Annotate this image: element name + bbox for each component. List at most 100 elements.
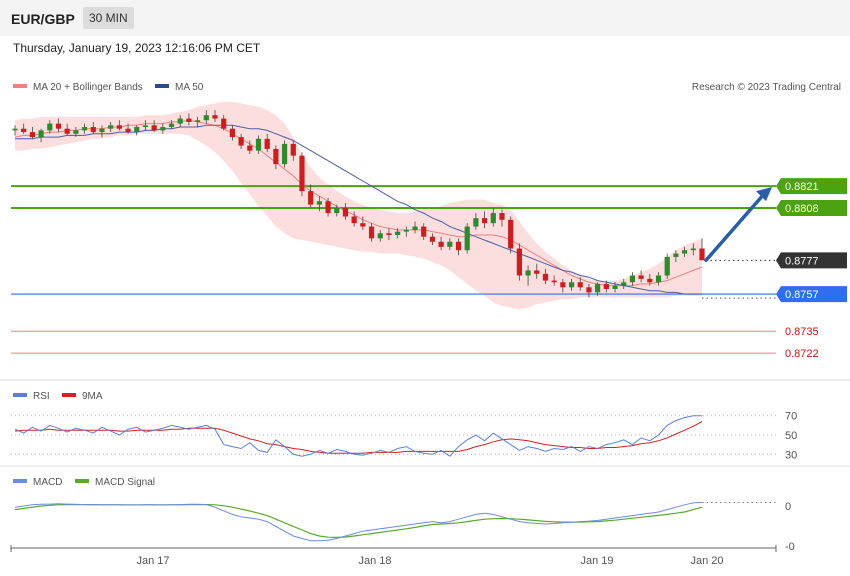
candle bbox=[168, 120, 175, 129]
candle-body bbox=[255, 138, 262, 151]
candle bbox=[342, 202, 349, 220]
candle-body bbox=[221, 118, 227, 129]
candle-body bbox=[560, 282, 566, 288]
candle bbox=[264, 133, 270, 153]
candle-body bbox=[90, 127, 96, 133]
candle-body bbox=[586, 287, 592, 293]
legend-rsi: RSI bbox=[33, 391, 50, 402]
candle bbox=[473, 213, 479, 230]
candle-body bbox=[81, 127, 88, 131]
candle bbox=[682, 246, 688, 257]
candle-body bbox=[99, 128, 105, 133]
candle-body bbox=[160, 127, 166, 131]
candle-body bbox=[29, 132, 35, 138]
macd-line bbox=[14, 501, 703, 542]
forecast-arrow-head bbox=[756, 187, 772, 202]
candle-body bbox=[421, 226, 427, 237]
candle-body bbox=[203, 115, 209, 121]
candle-body bbox=[516, 248, 522, 276]
candle-body bbox=[481, 218, 488, 224]
candle-body bbox=[351, 216, 357, 224]
candle-body bbox=[664, 256, 670, 276]
candle-body bbox=[682, 250, 688, 254]
candle-body bbox=[212, 115, 218, 119]
candle-body bbox=[73, 130, 79, 134]
candle bbox=[603, 280, 609, 293]
candle bbox=[586, 283, 592, 298]
candle bbox=[438, 236, 444, 251]
candle bbox=[647, 273, 653, 286]
candle bbox=[508, 216, 514, 254]
candle-body bbox=[116, 125, 122, 129]
candle bbox=[55, 118, 62, 133]
candle-body bbox=[455, 241, 462, 251]
candle-body bbox=[342, 208, 349, 217]
candle bbox=[455, 238, 462, 256]
rsi-tick-label: 70 bbox=[785, 411, 797, 423]
candle-body bbox=[325, 201, 331, 214]
level-label-0.8821: 0.8821 bbox=[785, 181, 819, 193]
ma20-line bbox=[14, 119, 703, 287]
level-tag-0.8757 bbox=[776, 286, 847, 303]
candle-body bbox=[568, 282, 575, 288]
candle bbox=[360, 216, 366, 230]
candle-body bbox=[264, 138, 270, 149]
candle-body bbox=[134, 127, 140, 133]
candle bbox=[316, 196, 322, 212]
candle bbox=[551, 275, 557, 286]
candle bbox=[481, 211, 488, 229]
candle bbox=[673, 250, 679, 262]
candle bbox=[577, 277, 583, 291]
legend-macd: MACD bbox=[33, 477, 62, 488]
candle bbox=[38, 128, 44, 143]
candle bbox=[629, 272, 636, 286]
candle-body bbox=[690, 248, 696, 251]
candle-body bbox=[281, 143, 288, 165]
candle bbox=[308, 184, 314, 208]
candle-body bbox=[151, 125, 157, 131]
candle bbox=[81, 123, 88, 134]
macd-tick-label: -0 bbox=[785, 541, 795, 553]
legend-swatch-rsi-ma bbox=[62, 393, 76, 397]
candle bbox=[421, 223, 427, 241]
candle-body bbox=[229, 128, 236, 138]
candle bbox=[612, 282, 618, 293]
candle bbox=[568, 278, 575, 291]
candle-body bbox=[542, 273, 549, 281]
level-tag-0.8821 bbox=[776, 178, 847, 195]
candle bbox=[638, 270, 644, 283]
candle bbox=[99, 125, 105, 138]
candle bbox=[429, 233, 436, 246]
candle-body bbox=[177, 118, 183, 124]
candle bbox=[177, 115, 183, 127]
legend-macd-signal: MACD Signal bbox=[95, 477, 155, 488]
candle bbox=[221, 115, 227, 131]
candle-body bbox=[64, 128, 70, 134]
candle bbox=[690, 243, 696, 256]
candle bbox=[247, 140, 253, 154]
candle-body bbox=[168, 123, 175, 127]
candle bbox=[212, 110, 218, 122]
x-tick-label: Jan 20 bbox=[690, 555, 723, 567]
candle-body bbox=[386, 233, 392, 235]
level-label-0.8757: 0.8757 bbox=[785, 289, 819, 301]
rsi-tick-label: 50 bbox=[785, 430, 797, 442]
candle-body bbox=[55, 123, 62, 129]
legend-ma20-bb: MA 20 + Bollinger Bands bbox=[33, 82, 143, 93]
candle-body bbox=[473, 218, 479, 227]
candle bbox=[21, 123, 27, 134]
candle bbox=[238, 133, 244, 149]
candle-body bbox=[464, 226, 470, 251]
candle bbox=[255, 135, 262, 154]
candle bbox=[464, 223, 470, 254]
candle bbox=[351, 211, 357, 227]
candle-body bbox=[647, 278, 653, 283]
candle bbox=[621, 278, 627, 289]
candle-body bbox=[490, 213, 496, 224]
candle-body bbox=[308, 191, 314, 205]
timeframe-button[interactable]: 30 MIN bbox=[83, 7, 134, 29]
candle bbox=[377, 229, 383, 242]
candle bbox=[368, 223, 375, 242]
candle bbox=[160, 123, 166, 134]
